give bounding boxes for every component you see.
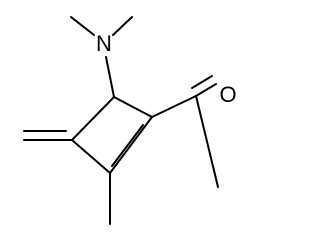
bond: [70, 16, 95, 36]
bond: [71, 139, 111, 174]
bond: [105, 56, 115, 98]
bond: [109, 116, 153, 174]
molecule-diagram: N O: [23, 16, 237, 225]
bond: [111, 124, 144, 167]
atom-label: O: [219, 82, 236, 107]
bond: [195, 95, 219, 188]
bond: [113, 96, 153, 118]
bonds: [23, 16, 219, 225]
bond: [195, 83, 217, 97]
bond: [191, 75, 213, 89]
bond: [71, 96, 115, 141]
bond: [151, 95, 197, 118]
bond: [112, 16, 133, 36]
atom-label: N: [96, 31, 112, 56]
